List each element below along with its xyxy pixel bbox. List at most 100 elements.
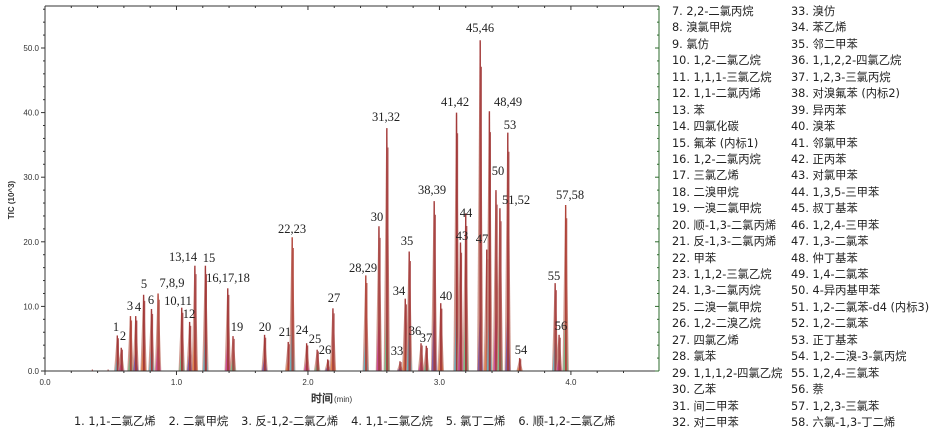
peak-label: 19 [231, 320, 244, 334]
peak-label: 50 [492, 164, 505, 178]
x-axis-label-main: 时间 [311, 391, 333, 405]
peak [417, 343, 425, 371]
legend-item: 28. 氯苯 [672, 350, 717, 364]
peak-label: 16,17,18 [206, 271, 250, 285]
peak-label: 44 [460, 206, 473, 220]
peak-label: 48,49 [494, 95, 522, 109]
legend-item: 34. 苯乙烯 [791, 21, 847, 35]
peak [453, 112, 460, 371]
legend-item: 1. 1,1-二氯乙烯 [74, 415, 156, 428]
legend-item: 20. 顺-1,3-二氯丙烯 [672, 218, 777, 232]
x-tick-label: 1.0 [171, 378, 183, 387]
peaks-layer [91, 40, 569, 371]
legend-item: 58. 六氯-1,3-丁二烯 [791, 415, 896, 429]
x-axis-unit: (min) [334, 395, 353, 404]
peak [383, 128, 391, 371]
peak-label: 43 [456, 229, 469, 243]
peak-label: 27 [328, 291, 341, 305]
legend-item: 47. 1,3-二氯苯 [791, 235, 869, 249]
legend-item: 44. 1,3,5-三甲苯 [791, 185, 880, 199]
y-tick-label: 40.0 [23, 109, 39, 118]
legend-item: 26. 1,2-二溴乙烷 [672, 317, 761, 331]
peak-label: 55 [548, 269, 561, 283]
legend-item: 23. 1,1,2-三氯乙烷 [672, 268, 772, 281]
legend-item: 30. 乙苯 [672, 383, 717, 397]
legend-item: 9. 氯仿 [672, 37, 709, 51]
y-axis-label: TIC (10^3) [7, 180, 16, 219]
legend-item: 51. 1,2-二氯苯-d4 (内标3) [791, 300, 930, 314]
peak [437, 303, 444, 371]
peak-label: 53 [504, 118, 517, 132]
peak-label: 13,14 [169, 250, 198, 264]
peak-label: 40 [440, 289, 453, 303]
x-tick-label: 3.0 [434, 378, 446, 387]
peak-label: 47 [476, 232, 489, 246]
peak [148, 308, 155, 371]
legend-item: 32. 对二甲苯 [672, 415, 739, 429]
legend-item: 15. 氟苯 (内标1) [672, 136, 759, 150]
x-axis-tick-labels: 0.0 1.0 2.0 3.0 4.0 [39, 378, 577, 387]
peak-label: 45,46 [466, 21, 494, 35]
peak-label: 35 [401, 234, 414, 248]
peak-label: 54 [515, 343, 528, 357]
legend-item: 57. 1,2,3-三氯苯 [791, 399, 880, 413]
peak [224, 288, 231, 371]
legend-item: 54. 1,2-二溴-3-氯丙烷 [791, 350, 907, 364]
peak [154, 293, 162, 371]
peak-label: 20 [259, 320, 272, 334]
legend-item: 29. 1,1,1,2-四氯乙烷 [672, 366, 783, 380]
peak [504, 132, 512, 371]
y-tick-label: 10.0 [23, 302, 39, 311]
peak-label: 51,52 [502, 193, 530, 207]
x-tick-label: 4.0 [565, 378, 577, 387]
legend-column-1: 7. 2,2-二氯丙烷 8. 溴氯甲烷 9. 氯仿 10. 1,2-二氯乙烷 11. 1… [672, 4, 782, 431]
x-tick-label: 0.0 [39, 378, 51, 387]
peak [516, 358, 523, 371]
legend-item: 45. 叔丁基苯 [791, 202, 858, 216]
legend-item: 21. 反-1,3-二氯丙烯 [672, 235, 777, 249]
peak-label: 30 [371, 210, 384, 224]
peak-label: 5 [141, 277, 147, 291]
legend-item: 52. 1,2-二氯苯 [791, 317, 869, 331]
peak [324, 359, 331, 371]
peak-label: 57,58 [556, 188, 584, 202]
legend-item: 53. 正丁基苯 [791, 333, 858, 347]
legend-item: 5. 氯丁二烯 [445, 415, 506, 428]
legend-item: 50. 4-异丙基甲苯 [791, 284, 881, 298]
legend-column-2: 33. 溴仿 34. 苯乙烯 35. 邻二甲苯 36. 1,1,2,2-四氯乙烷 37.… [791, 4, 929, 431]
peak [562, 204, 569, 371]
peak-label: 25 [309, 332, 322, 346]
legend-item: 2. 二氯甲烷 [168, 415, 229, 428]
y-axis-tick-labels: 0.0 10.0 20.0 30.0 40.0 50.0 [23, 44, 39, 376]
legend-item: 36. 1,1,2,2-四氯乙烷 [791, 54, 902, 68]
legend-item: 6. 顺-1,2-二氯乙烯 [518, 415, 616, 428]
peak-label: 41,42 [441, 95, 469, 109]
legend-item: 11. 1,1,1-三氯乙烷 [672, 70, 772, 84]
peak-label: 21 [279, 325, 292, 339]
legend-item: 56. 萘 [791, 383, 824, 397]
legend-item: 17. 三氯乙烯 [672, 169, 739, 183]
peak [362, 275, 370, 371]
x-axis-label-unit: (min) [334, 395, 353, 404]
legend-item: 39. 异丙苯 [791, 103, 847, 117]
peak-label: 38,39 [418, 183, 446, 197]
legend-item: 16. 1,2-二氯丙烷 [672, 152, 761, 166]
peak [551, 283, 559, 371]
peak-label: 28,29 [349, 261, 377, 275]
plot-frame [44, 5, 660, 372]
legend-item: 8. 溴氯甲烷 [672, 21, 732, 35]
peak-label: 33 [391, 344, 404, 358]
legend-item: 42. 正丙苯 [791, 152, 847, 166]
legend-item: 27. 四氯乙烯 [672, 333, 739, 347]
peak-label: 22,23 [278, 222, 306, 236]
legend-item: 55. 1,2,4-三氯苯 [791, 366, 880, 380]
legend-item: 48. 仲丁基苯 [791, 251, 858, 265]
peak-label: 12 [183, 307, 196, 321]
legend-item: 19. 一溴二氯甲烷 [672, 202, 762, 216]
peak [202, 265, 209, 371]
legend-item: 31. 间二甲苯 [672, 399, 739, 413]
peak-label: 37 [420, 331, 433, 345]
peak [261, 334, 268, 371]
peak [430, 201, 438, 371]
